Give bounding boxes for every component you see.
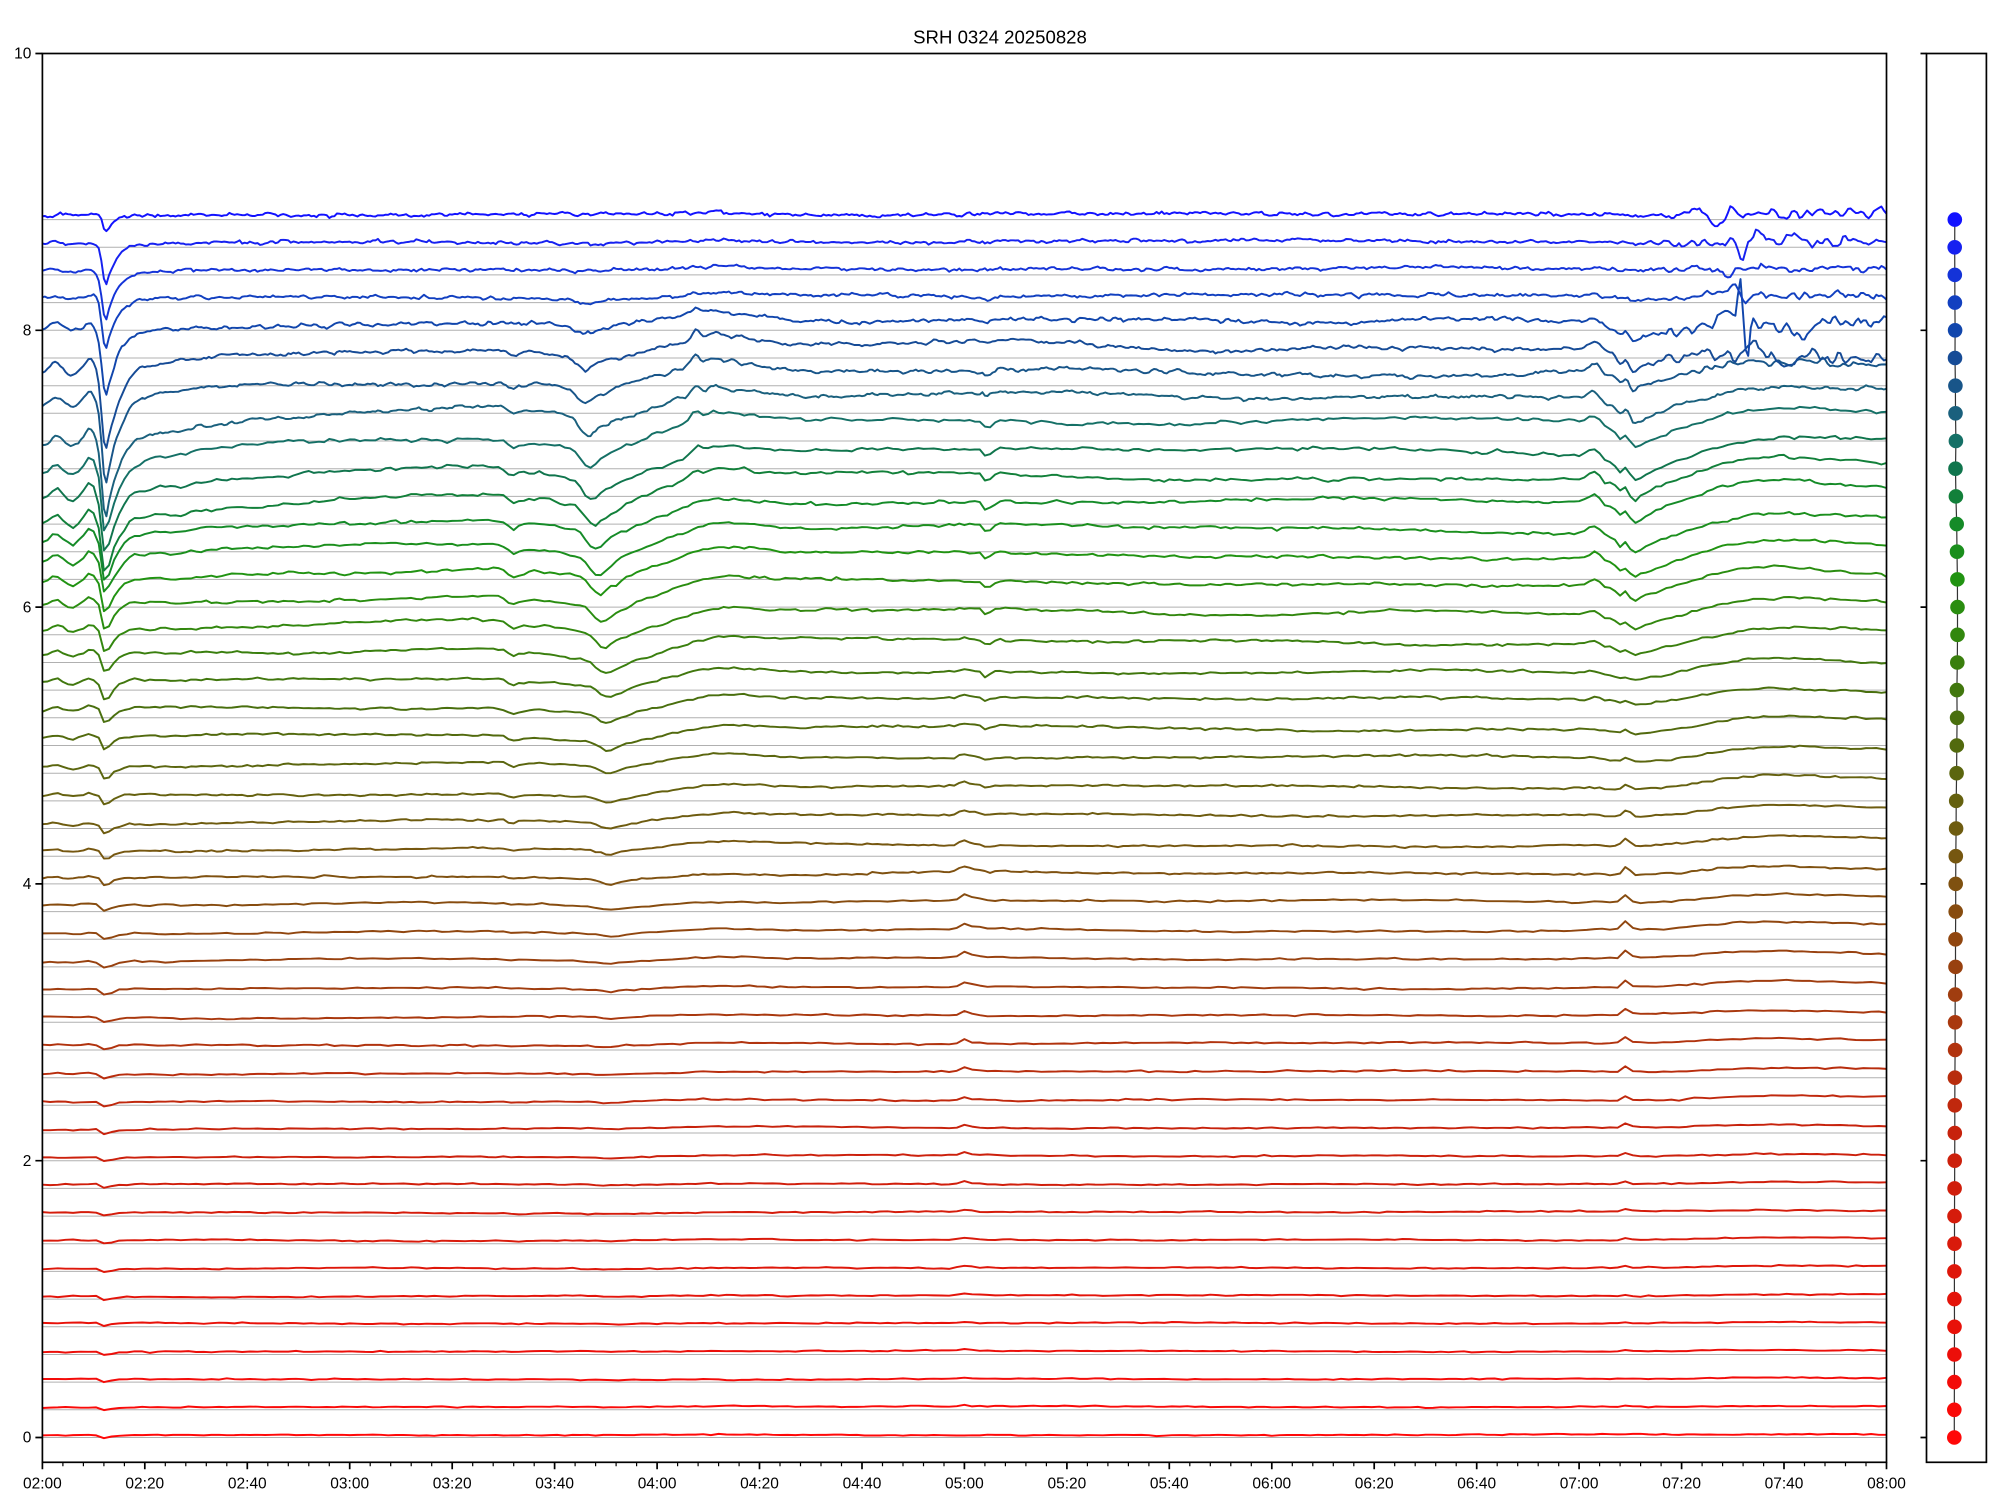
- svg-text:05:00: 05:00: [945, 1475, 984, 1492]
- svg-text:04:20: 04:20: [740, 1475, 779, 1492]
- svg-text:0: 0: [23, 1430, 32, 1447]
- svg-text:02:40: 02:40: [228, 1475, 267, 1492]
- svg-text:06:20: 06:20: [1355, 1475, 1394, 1492]
- svg-text:4: 4: [23, 876, 32, 893]
- svg-text:06:00: 06:00: [1252, 1475, 1291, 1492]
- svg-text:07:00: 07:00: [1560, 1475, 1599, 1492]
- svg-text:SRH 0324 20250828: SRH 0324 20250828: [913, 27, 1087, 48]
- svg-text:02:00: 02:00: [23, 1475, 62, 1492]
- svg-text:04:40: 04:40: [843, 1475, 882, 1492]
- svg-text:07:20: 07:20: [1662, 1475, 1701, 1492]
- svg-text:05:20: 05:20: [1048, 1475, 1087, 1492]
- svg-text:02:20: 02:20: [125, 1475, 164, 1492]
- svg-text:03:40: 03:40: [535, 1475, 574, 1492]
- svg-text:03:20: 03:20: [433, 1475, 472, 1492]
- svg-text:05:40: 05:40: [1150, 1475, 1189, 1492]
- svg-text:06:40: 06:40: [1457, 1475, 1496, 1492]
- svg-text:08:00: 08:00: [1867, 1475, 1906, 1492]
- svg-text:6: 6: [23, 599, 32, 616]
- svg-text:10: 10: [14, 46, 32, 63]
- svg-text:2: 2: [23, 1153, 32, 1170]
- svg-text:8: 8: [23, 323, 32, 340]
- svg-text:03:00: 03:00: [330, 1475, 369, 1492]
- svg-text:07:40: 07:40: [1765, 1475, 1804, 1492]
- svg-text:04:00: 04:00: [638, 1475, 677, 1492]
